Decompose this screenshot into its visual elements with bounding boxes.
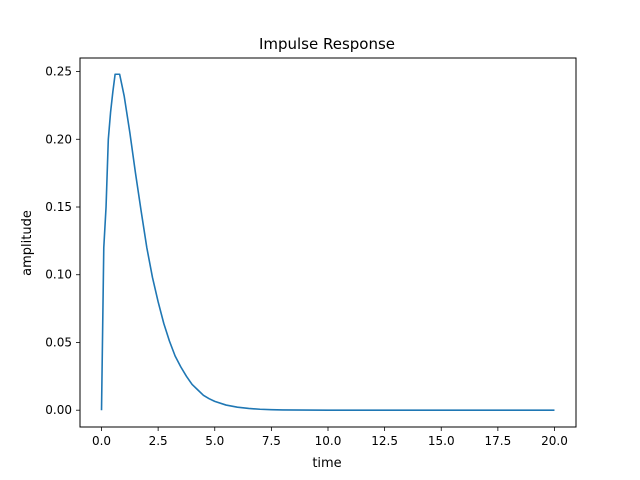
plot-area-frame	[79, 57, 577, 428]
x-tick-label: 7.5	[262, 434, 281, 448]
series-layer	[100, 73, 555, 412]
x-tick-label: 17.5	[485, 434, 512, 448]
x-axis-ticks: 0.0 2.5 5.0 7.5 10.0 12.5 15.0 17.5 20.0	[92, 427, 568, 448]
x-tick-label: 0.0	[92, 434, 111, 448]
impulse-response-line	[100, 73, 555, 412]
x-tick-label: 20.0	[541, 434, 568, 448]
x-axis-label: time	[312, 456, 341, 471]
y-tick-label: 0.15	[45, 200, 72, 214]
chart-title: Impulse Response	[259, 35, 395, 53]
x-tick-label: 2.5	[149, 434, 168, 448]
x-tick-label: 12.5	[371, 434, 398, 448]
y-axis-ticks: 0.00 0.05 0.10 0.15 0.20 0.25	[45, 65, 80, 417]
y-tick-label: 0.00	[45, 403, 72, 417]
x-tick-label: 15.0	[428, 434, 455, 448]
x-tick-label: 5.0	[205, 434, 224, 448]
x-tick-label: 10.0	[315, 434, 342, 448]
y-tick-label: 0.05	[45, 335, 72, 349]
y-tick-label: 0.25	[45, 65, 72, 79]
y-tick-label: 0.20	[45, 132, 72, 146]
y-axis-label: amplitude	[20, 210, 35, 276]
y-tick-label: 0.10	[45, 268, 72, 282]
